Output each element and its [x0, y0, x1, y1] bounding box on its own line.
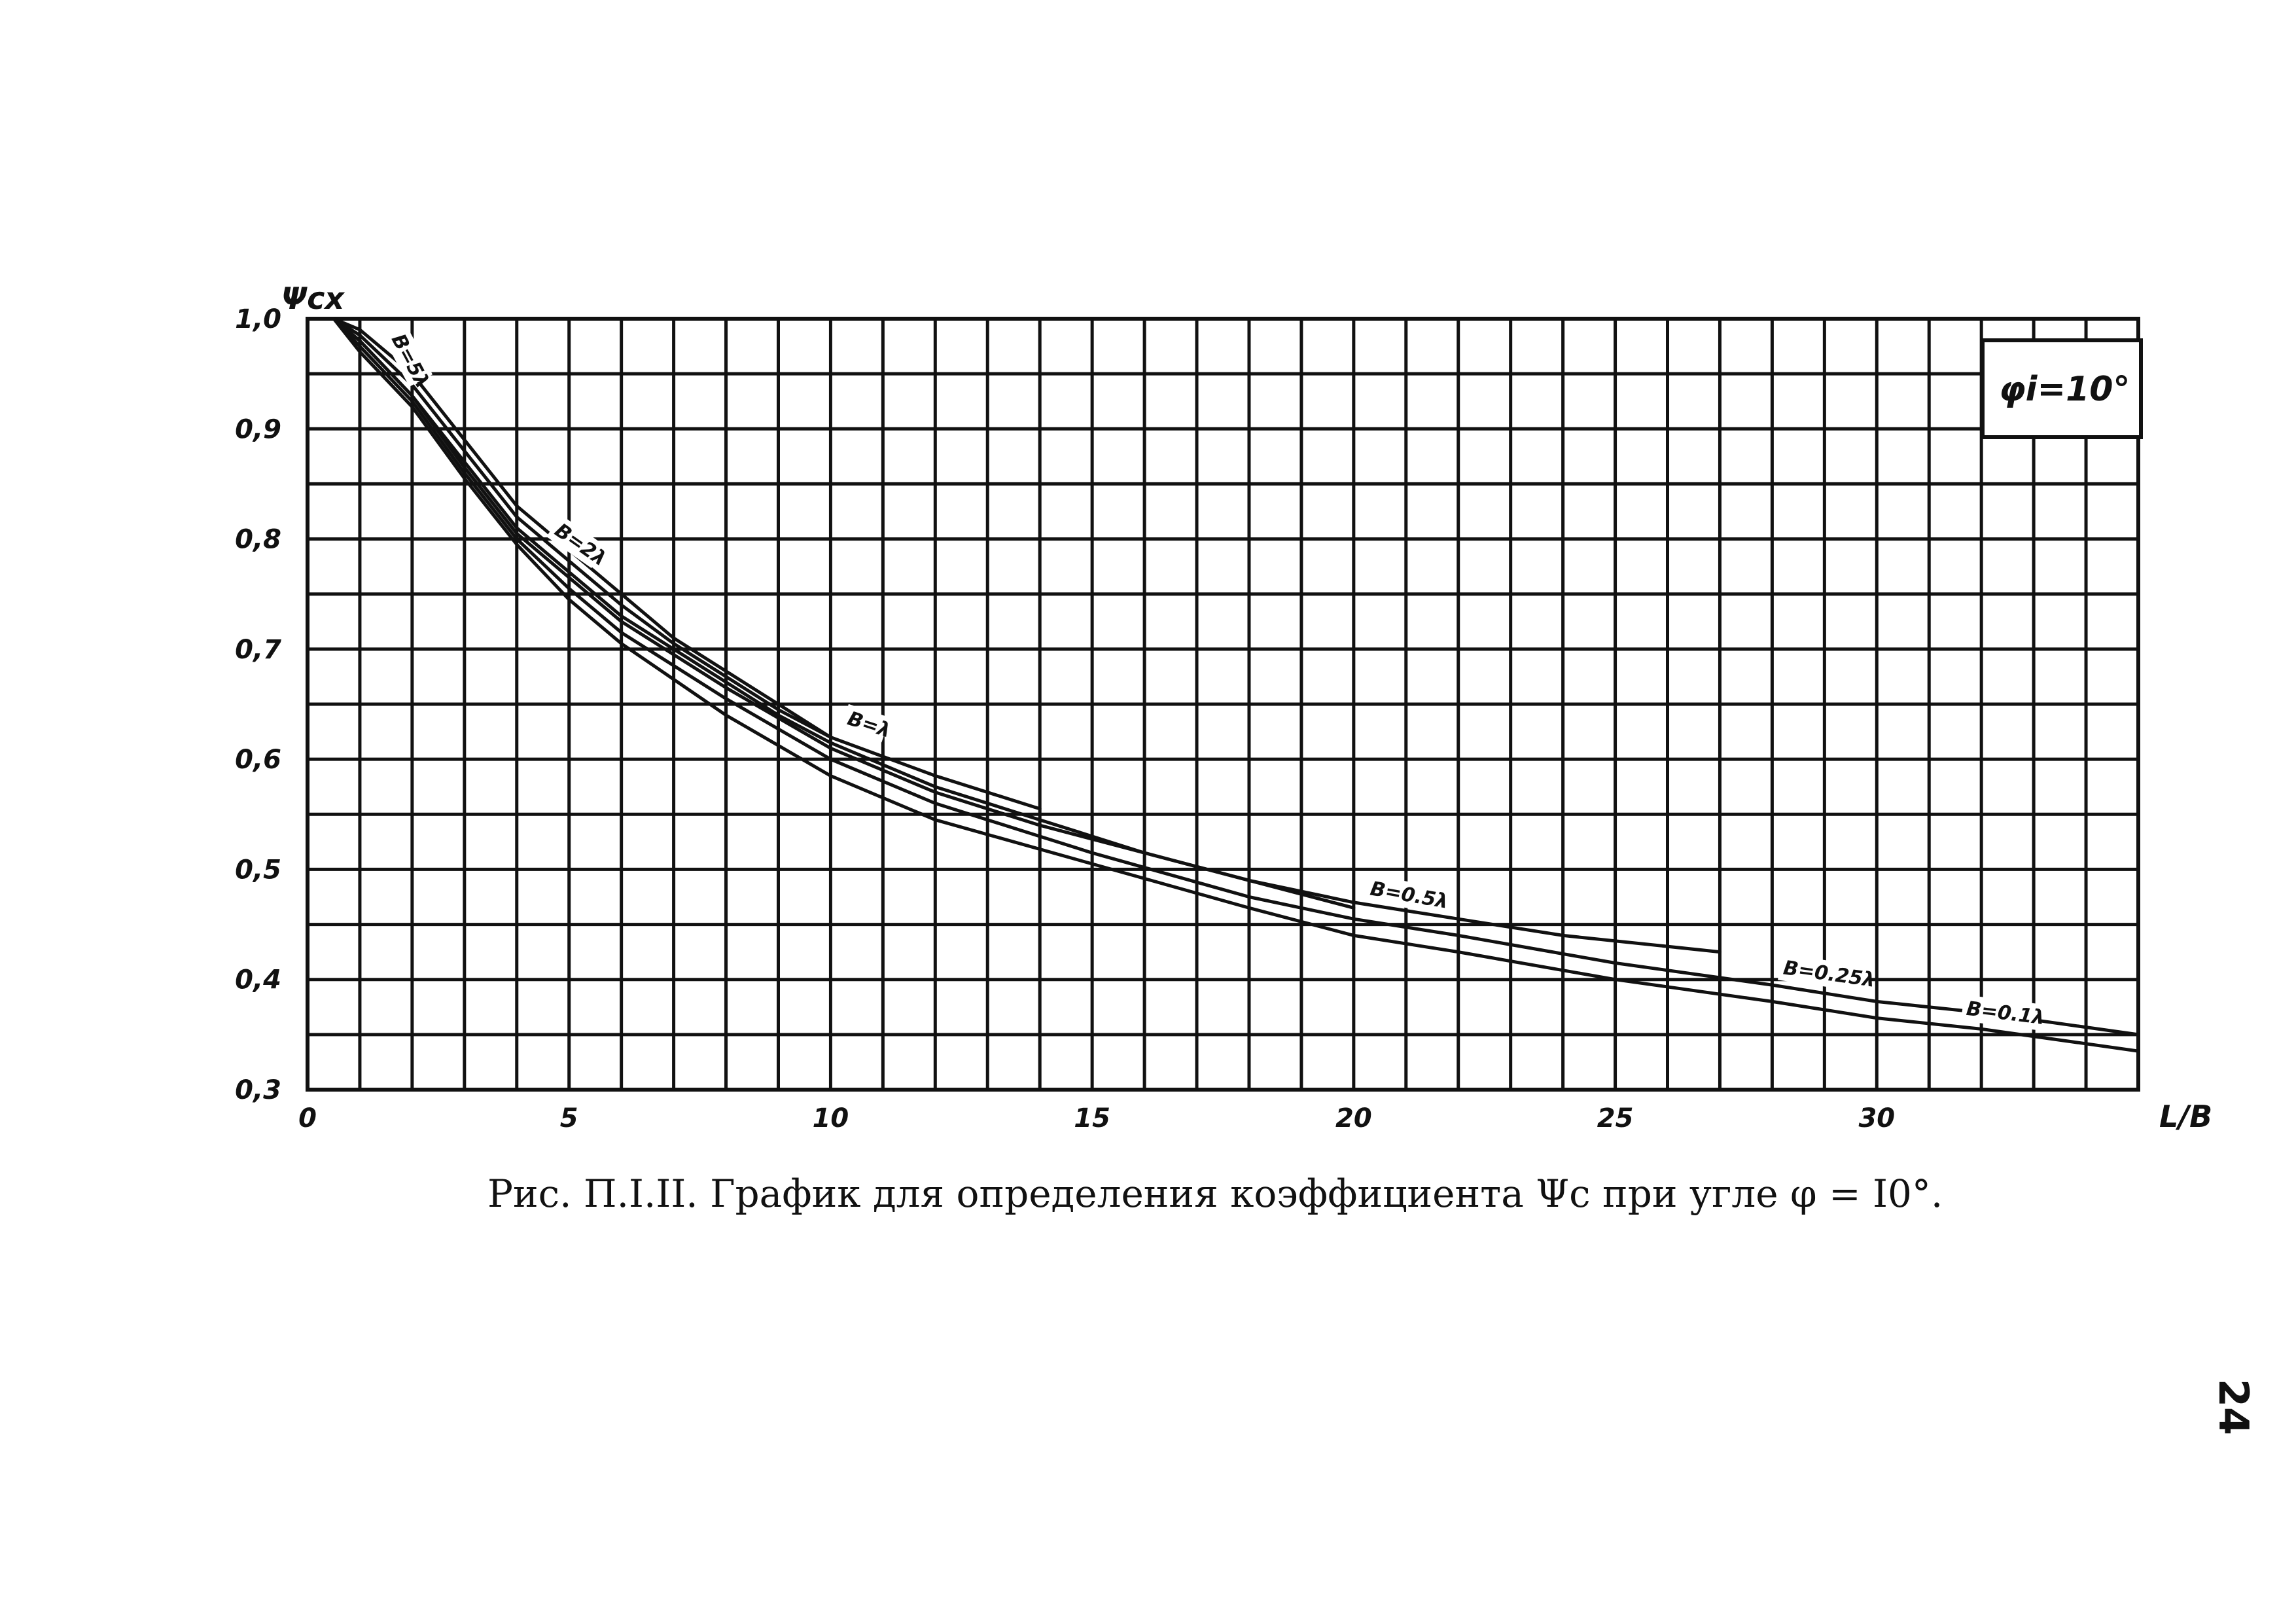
inset-label: φi=10° [1999, 370, 2130, 409]
x-axis-title: L/B [2159, 1099, 2212, 1134]
inset-box: φi=10° [1981, 338, 2143, 439]
curve-label-bg [546, 515, 607, 569]
y-tick-labels: 0,3 0,4 0,5 0,6 0,7 0,8 0,9 1,0 [235, 304, 281, 1105]
y-tick-label: 1,0 [235, 304, 281, 334]
curve-label-bg [383, 325, 433, 387]
y-tick-label: 0,9 [235, 414, 281, 444]
y-tick-label: 0,4 [235, 965, 281, 995]
x-tick-label: 15 [1074, 1103, 1110, 1133]
plot-frame [306, 317, 2140, 1092]
x-tick-label: 30 [1858, 1103, 1895, 1133]
x-tick-label: 20 [1335, 1103, 1372, 1133]
y-tick-label: 0,6 [235, 745, 281, 775]
series-line-5 [332, 317, 2140, 1037]
curve-label-bg [1961, 995, 2042, 1031]
series-line-6 [332, 317, 2140, 1053]
series-line-3 [332, 317, 1356, 910]
y-tick-label: 0,5 [235, 855, 281, 885]
curve-label-bg [840, 704, 890, 743]
page-number: 24 [2210, 1378, 2257, 1436]
y-tick-label: 0,3 [235, 1075, 281, 1105]
x-tick-label: 0 [298, 1103, 317, 1133]
figure-caption: Рис. П.I.II. График для определения коэф… [487, 1171, 1943, 1216]
x-tick-label: 25 [1597, 1103, 1634, 1133]
y-tick-label: 0,8 [235, 525, 281, 555]
y-tick-label: 0,7 [235, 635, 281, 665]
curve-label-bg [1364, 874, 1447, 914]
x-tick-label: 10 [813, 1103, 849, 1133]
y-axis-title: Ψcx [281, 281, 345, 316]
x-tick-label: 5 [560, 1103, 578, 1133]
series-line-4 [332, 317, 1722, 954]
curve-label-bg [1778, 954, 1871, 993]
x-tick-labels: 0 5 10 15 20 25 30 [298, 1103, 1895, 1133]
